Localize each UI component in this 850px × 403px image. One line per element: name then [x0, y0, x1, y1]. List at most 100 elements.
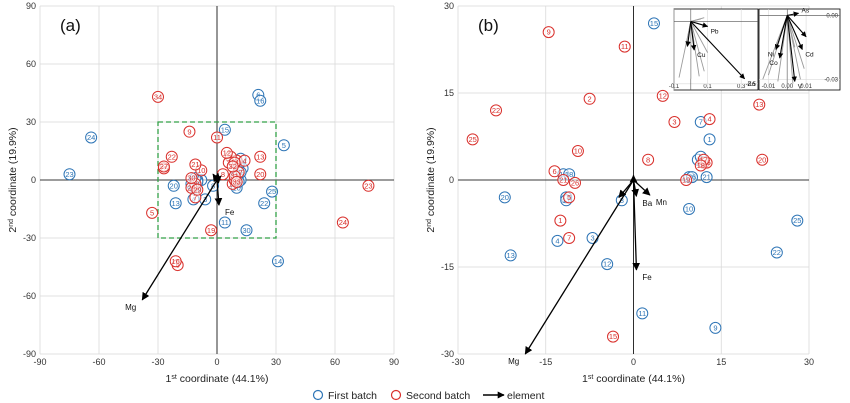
inset-grey-vector [786, 15, 805, 69]
element-vector [141, 179, 218, 301]
first-batch-point [791, 214, 804, 227]
y-axis-label-rest: coordinate (19.9%) [425, 127, 437, 219]
second-batch-point [211, 131, 223, 144]
second-batch-point [557, 174, 570, 186]
second-batch-point-label: 34 [154, 92, 162, 101]
inset-element-label: Cd [805, 52, 814, 59]
y-axis-label-sup: nd [426, 219, 433, 227]
first-batch-point [683, 203, 696, 215]
second-batch-point [185, 172, 198, 185]
x-tick-label: -30 [151, 357, 164, 367]
second-batch-point [703, 113, 716, 126]
second-batch-point [618, 40, 631, 53]
second-batch-point-label: 16 [172, 257, 180, 266]
second-batch-point [220, 146, 233, 159]
x-tick-label: 0 [631, 357, 636, 367]
second-batch-point [563, 232, 576, 244]
second-batch-point-label: 13 [256, 152, 264, 161]
second-batch-point [680, 174, 693, 186]
element-vector [618, 179, 634, 198]
first-batch-point-label: 24 [87, 133, 95, 142]
x-axis-label-main: 1 [582, 373, 588, 385]
second-batch-point [191, 183, 204, 196]
legend-second-label: Second batch [406, 390, 470, 402]
first-batch-point [700, 171, 713, 184]
inset-element-label: Ni [768, 52, 774, 59]
y-axis-label-sup: nd [8, 219, 15, 227]
first-batch-point [218, 216, 231, 229]
first-batch-point-label: 23 [65, 170, 73, 179]
inset-element-vector [774, 15, 788, 51]
second-batch-point-label: 9 [187, 127, 191, 136]
second-batch-point [336, 216, 349, 229]
second-batch-point-label: 4 [242, 156, 246, 165]
inset-element-vector [777, 15, 788, 59]
y-tick-label: 90 [26, 1, 36, 11]
second-batch-point [254, 168, 267, 181]
second-batch-point [583, 92, 596, 105]
inset-grey-vector [690, 17, 705, 22]
second-batch-point [169, 255, 182, 268]
inset-grey-vector [786, 15, 796, 48]
inset-element-vector [685, 21, 692, 47]
second-batch-point-label: 1 [558, 216, 562, 225]
first-batch-point-label: 15 [221, 125, 229, 134]
second-batch-point [554, 214, 567, 227]
x-axis-label: 1st coordinate (44.1%) [166, 373, 269, 385]
second-batch-point-label: 7 [567, 234, 571, 243]
element-vector-label: Fe [225, 208, 235, 217]
second-batch-point [490, 104, 503, 117]
inset-element-label: Zn [748, 81, 756, 88]
first-batch-point-label: 11 [638, 309, 646, 318]
second-batch-point-label: 12 [223, 149, 231, 158]
x-tick-label: 15 [716, 357, 726, 367]
first-batch-point-label: 25 [793, 216, 801, 225]
second-batch-point [189, 158, 202, 171]
first-batch-point [258, 197, 271, 210]
first-batch-point-label: 4 [555, 237, 559, 246]
second-batch-point [642, 153, 655, 166]
second-batch-point-label: 11 [621, 42, 629, 51]
legend-first-label: First batch [328, 390, 377, 402]
y-tick-label: 60 [26, 59, 36, 69]
second-batch-point-label: 3 [672, 118, 676, 127]
second-batch-point-label: 8 [221, 170, 225, 179]
y-tick-label: -30 [441, 349, 454, 359]
second-batch-point [226, 160, 239, 173]
second-batch-point-label: 13 [755, 100, 763, 109]
x-axis-label-main: 1 [166, 373, 172, 385]
y-tick-label: 30 [26, 117, 36, 127]
second-batch-point [542, 26, 555, 39]
y-tick-label: 0 [31, 175, 36, 185]
second-batch-point-label: 12 [659, 92, 667, 101]
element-vector [524, 179, 635, 355]
element-vector-label: Mn [656, 198, 667, 207]
first-batch-point [240, 224, 253, 237]
second-batch-point [157, 160, 170, 173]
inset-y-tick-label: 0.00 [826, 13, 838, 19]
second-batch-point-label: 25 [468, 135, 476, 144]
second-batch-point-label: 8 [646, 155, 650, 164]
inset-x-tick-label: 0.00 [781, 84, 793, 90]
second-batch-point [694, 159, 707, 172]
inset-element-vector [786, 15, 797, 83]
first-batch-point-label: 18 [565, 170, 573, 179]
first-batch-point-label: 20 [501, 193, 509, 202]
element-vector-label: Ba [642, 199, 652, 208]
x-axis-label-rest: coordinate (44.1%) [593, 373, 685, 385]
legend-element-label: element [507, 390, 544, 402]
second-batch-point-label: 17 [700, 155, 708, 164]
second-batch-point [205, 224, 218, 237]
zoom-box [157, 121, 277, 239]
second-batch-point-label: 7 [193, 193, 197, 202]
second-batch-point [362, 179, 375, 192]
inset-x-tick-label: -0.1 [669, 84, 680, 90]
element-vector [213, 175, 222, 184]
second-batch-point [230, 175, 243, 188]
panel-label: (b) [478, 16, 499, 35]
y-axis-label: 2nd coordinate (19.9%) [7, 127, 19, 232]
first-batch-point [218, 123, 231, 136]
second-batch-point-label: 28 [187, 183, 195, 192]
second-batch-point [563, 191, 576, 204]
